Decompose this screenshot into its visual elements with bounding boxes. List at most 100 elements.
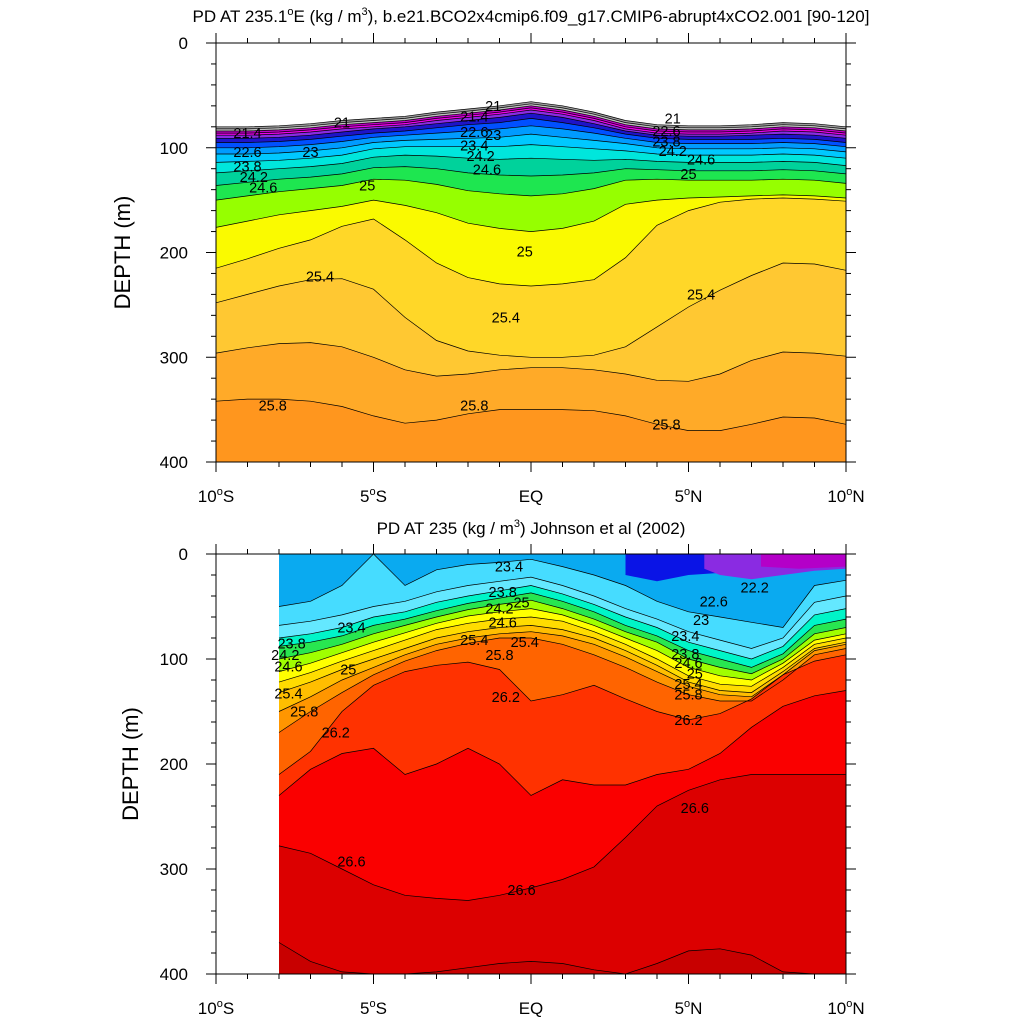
contour-label: 24.6 <box>674 656 702 672</box>
y-axis-label: DEPTH (m) <box>110 196 135 310</box>
x-tick-label: EQ <box>519 999 544 1018</box>
contour-label: 23 <box>693 613 709 629</box>
contour-line-21 <box>216 101 846 128</box>
y-tick-label: 300 <box>160 348 188 367</box>
y-tick-label: 400 <box>160 453 188 472</box>
contour-line-21.4 <box>216 105 846 132</box>
y-tick-label: 400 <box>160 965 188 984</box>
contour-line-25.8 <box>216 262 846 358</box>
contour-line-23.8 <box>216 133 846 155</box>
contour-line-23 <box>216 118 846 143</box>
contour-label: 24.6 <box>687 152 715 168</box>
contour-line-26.4 <box>278 654 846 775</box>
contour-line-21.2 <box>216 103 846 130</box>
y-axis-label: DEPTH (m) <box>118 707 143 821</box>
contour-line-26 <box>216 342 846 382</box>
contour-label: 26.6 <box>507 883 535 899</box>
contour-label: 25.8 <box>485 648 513 664</box>
contour-line-22.2 <box>216 109 846 136</box>
contour-label: 25.8 <box>259 398 287 414</box>
contour-label: 23.4 <box>460 139 488 155</box>
contour-label: 24.6 <box>274 659 302 675</box>
contour-label: 26.6 <box>337 855 365 871</box>
x-tick-label: 5oN <box>675 998 703 1018</box>
panel-2: 23.423.824.224.6 2525.425.826.223.423.824… <box>118 518 865 1018</box>
contour-label: 23.8 <box>277 636 305 652</box>
contour-label: 23.8 <box>671 647 699 663</box>
contour-line-26.7 <box>278 942 846 974</box>
contour-label: 25.4 <box>306 270 334 286</box>
contour-label: 26.6 <box>681 801 709 817</box>
contour-line-25 <box>278 599 846 675</box>
contour-line-25.2 <box>216 178 846 201</box>
contour-line-25.4 <box>278 608 846 681</box>
contour-label: 21 <box>485 99 501 115</box>
contour-label: 21.4 <box>460 109 488 125</box>
contour-line-25.6 <box>278 616 846 687</box>
contour-label: 25 <box>340 663 356 679</box>
y-tick-label: 0 <box>179 34 188 53</box>
contour-line-25.8 <box>278 625 846 693</box>
contour-label: 25 <box>513 595 529 611</box>
x-tick-label: 10oS <box>198 486 234 506</box>
contour-line-26.5 <box>278 690 846 796</box>
contour-label: 24.2 <box>271 648 299 664</box>
contour-label: 24.6 <box>473 163 501 179</box>
chart-title: PD AT 235.1oE (kg / m3), b.e21.BCO2x4cmi… <box>193 6 870 26</box>
contour-line-26.2 <box>216 398 846 431</box>
contour-label: 25.8 <box>290 705 318 721</box>
contour-label: 23.8 <box>652 134 680 150</box>
contour-label: 24.2 <box>466 149 494 165</box>
x-tick-label: 10oS <box>198 998 234 1018</box>
contour-label: 25.4 <box>492 310 520 326</box>
contour-label: 25.4 <box>687 287 715 303</box>
contour-label: 26.2 <box>674 713 702 729</box>
contour-label: 23.4 <box>337 621 365 637</box>
x-tick-label: 5oN <box>675 486 703 506</box>
contour-label: 25 <box>680 167 696 183</box>
contour-line-26.6 <box>278 774 846 901</box>
contour-line-23.4 <box>216 125 846 149</box>
contour-line-25.6 <box>216 197 846 287</box>
contour-label: 22.6 <box>652 124 680 140</box>
contour-label: 26.2 <box>492 690 520 706</box>
contour-label: 24.6 <box>489 615 517 631</box>
x-tick-label: 5oS <box>360 486 387 506</box>
contour-label: 23 <box>302 145 318 161</box>
contour-label: 25.4 <box>274 687 302 703</box>
contour-label: 23.8 <box>233 160 261 176</box>
surface-patch-1 <box>625 554 720 582</box>
contour-label: 25 <box>517 244 533 260</box>
contour-label: 24.2 <box>240 170 268 186</box>
contour-line-25.4 <box>216 194 846 232</box>
contour-fill-26.6 <box>279 774 846 974</box>
contour-label: 23.4 <box>495 560 523 576</box>
contour-line-24.2 <box>278 585 846 660</box>
y-tick-label: 100 <box>160 650 188 669</box>
contour-fill-26.2 <box>216 399 846 462</box>
contour-label: 21 <box>665 111 681 127</box>
contour-line-25 <box>216 166 846 186</box>
contour-label: 25.8 <box>674 688 702 704</box>
contour-label: 24.2 <box>485 602 513 618</box>
x-tick-label: EQ <box>519 487 544 506</box>
contour-label: 22.6 <box>460 125 488 141</box>
plot-area: 23.423.824.224.6 2525.425.826.223.423.824… <box>271 554 846 974</box>
contour-label: 24.2 <box>659 144 687 160</box>
contour-label: 25 <box>687 667 703 683</box>
y-tick-label: 300 <box>160 860 188 879</box>
contour-label: 25.8 <box>652 417 680 433</box>
contour-label: 21.4 <box>233 126 261 142</box>
contour-label: 23 <box>485 128 501 144</box>
contour-fill-26.7 <box>279 942 846 974</box>
contour-label: 25.8 <box>460 398 488 414</box>
contour-label: 22.6 <box>233 145 261 161</box>
contour-line-26 <box>278 631 846 712</box>
contour-label: 22.6 <box>700 594 728 610</box>
contour-line-24.2 <box>216 144 846 163</box>
y-tick-label: 200 <box>160 755 188 774</box>
contour-line-23.8 <box>278 576 846 649</box>
